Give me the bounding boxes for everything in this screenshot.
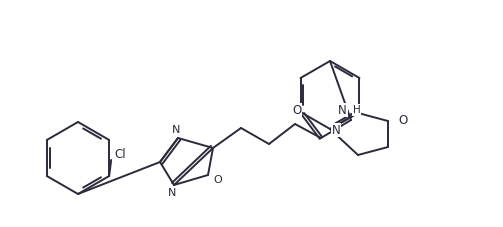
Text: Cl: Cl <box>114 148 126 160</box>
Text: N: N <box>172 125 180 135</box>
Text: H: H <box>353 105 361 115</box>
Text: O: O <box>398 114 407 128</box>
Text: O: O <box>214 175 222 185</box>
Text: O: O <box>292 104 302 116</box>
Text: N: N <box>332 123 341 136</box>
Text: N: N <box>168 188 176 198</box>
Text: N: N <box>338 104 347 116</box>
